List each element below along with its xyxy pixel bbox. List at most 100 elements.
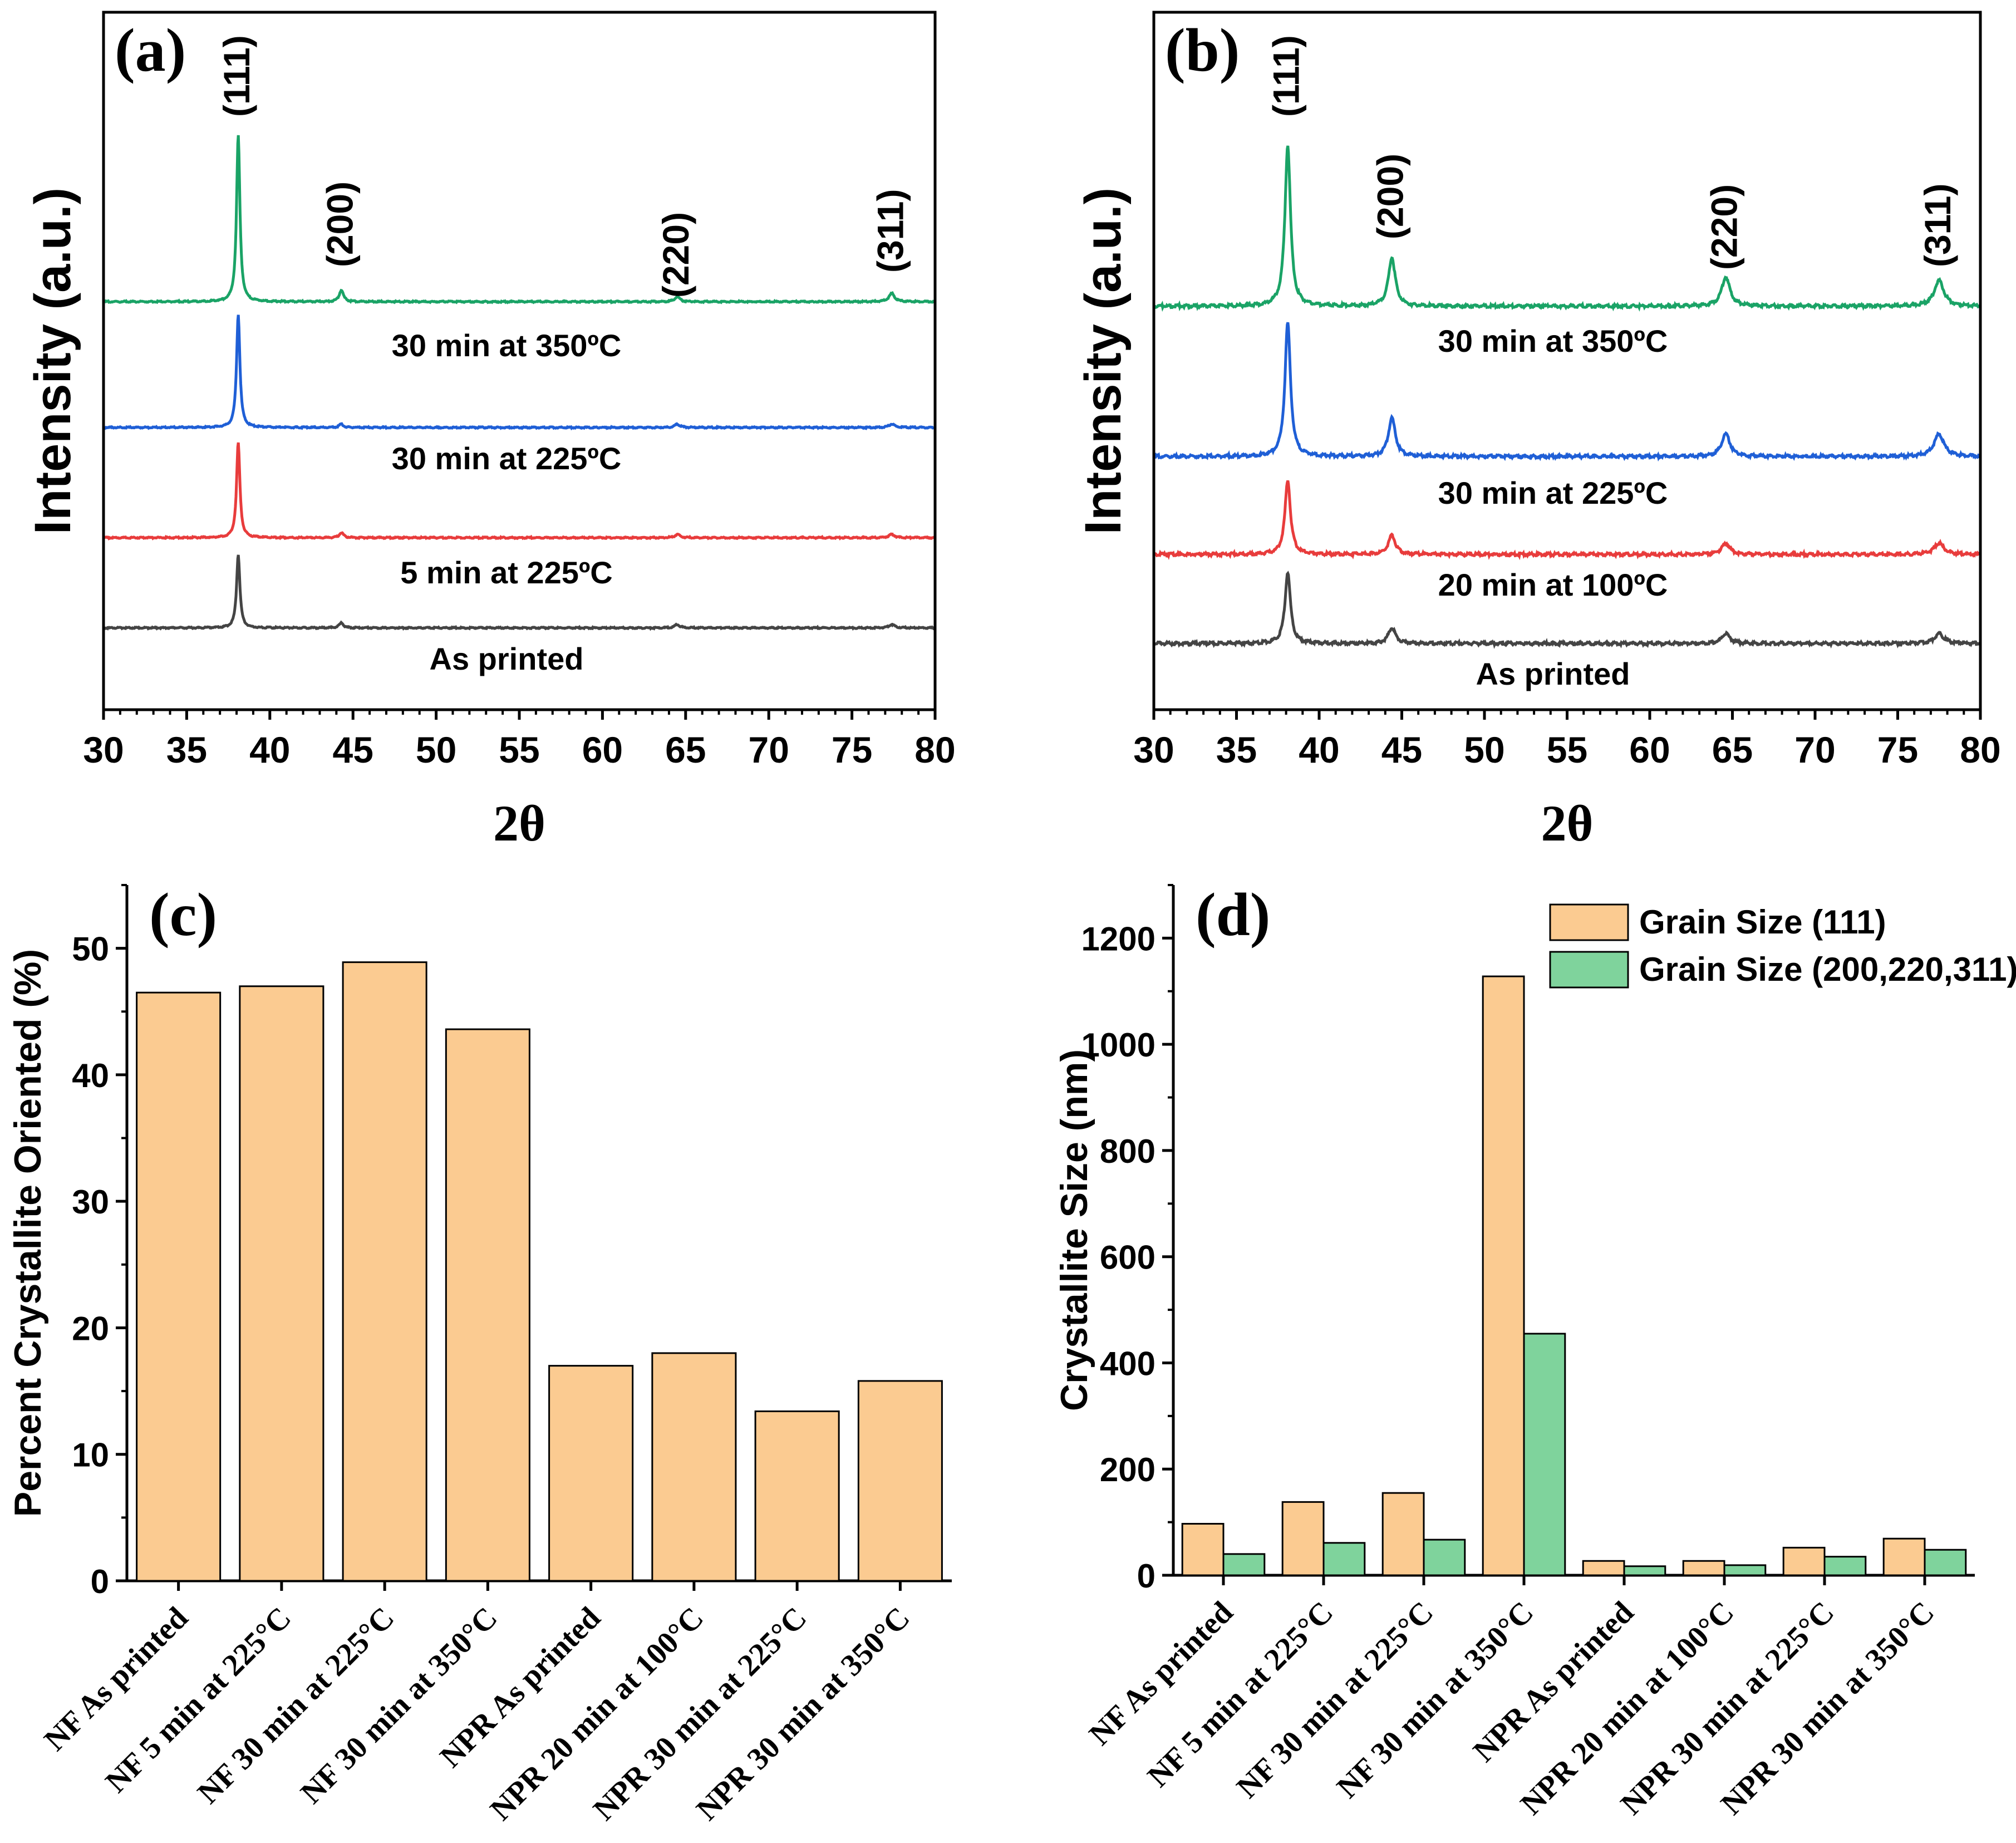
y-axis-title: Intensity (a.u.) [1075, 188, 1132, 535]
y-tick-label: 0 [1137, 1557, 1155, 1595]
category-label: NF 30 min at 225°C [1230, 1595, 1440, 1805]
panel-label: (c) [149, 881, 217, 948]
bar-grain-other [1924, 1549, 1967, 1576]
series-label: 5 min at 225ºC [400, 555, 613, 590]
x-tick-label: 65 [665, 729, 706, 770]
xrd-panel-b: As printed 20 min at 100ºC 30 min at 225ºC… [1075, 11, 2001, 852]
peak-label: (220) [1704, 184, 1745, 270]
xrd-panel-a: As printed 5 min at 225ºC 30 min at 225ºC 3… [24, 11, 956, 852]
bar-panel-d: 0 200 400 600 800 1000 1200 Grain Size (111) Gra… [1053, 881, 2016, 1822]
bar-grain-111 [1482, 975, 1525, 1576]
x-tick-label: 45 [332, 729, 373, 770]
series-label: As printed [430, 641, 584, 676]
category-label: NF 30 min at 225°C [191, 1600, 401, 1810]
x-tick-label: 70 [1794, 729, 1835, 770]
legend-label: Grain Size (111) [1639, 903, 1886, 941]
y-tick-label: 400 [1100, 1345, 1155, 1382]
y-tick-label: 1200 [1081, 920, 1155, 957]
bar-grain-other [1823, 1556, 1867, 1576]
peak-label: (200) [1370, 154, 1411, 239]
x-tick-label: 75 [832, 729, 872, 770]
series-label: 20 min at 100ºC [1438, 567, 1668, 602]
x-tick-label: 55 [499, 729, 539, 770]
xrd-series-line [1153, 480, 1981, 561]
xrd-series-line [1153, 571, 1981, 649]
bar [857, 1380, 943, 1582]
y-tick-label: 10 [72, 1437, 109, 1474]
bar-grain-111 [1682, 1560, 1725, 1576]
x-tick-label: 35 [1216, 729, 1257, 770]
xrd-series-line [102, 442, 935, 541]
bar-grain-111 [1582, 1560, 1625, 1576]
peak-label: (111) [1266, 35, 1307, 117]
bar-grain-other [1322, 1542, 1366, 1576]
series-label: As printed [1476, 656, 1630, 691]
y-tick-label: 1000 [1081, 1026, 1155, 1064]
bar-grain-111 [1381, 1492, 1425, 1576]
y-tick-label: 600 [1100, 1239, 1155, 1276]
category-label: NF 5 min at 225°C [99, 1600, 298, 1799]
x-tick-label: 40 [1299, 729, 1339, 770]
bar-grain-111 [1882, 1537, 1926, 1576]
x-tick-label: 50 [1464, 729, 1504, 770]
x-tick-label: 60 [582, 729, 623, 770]
panel-label: (a) [115, 16, 186, 84]
x-tick-label: 55 [1547, 729, 1587, 770]
series-label: 30 min at 350ºC [392, 328, 622, 363]
legend-swatch [1549, 951, 1629, 989]
bar [754, 1410, 840, 1582]
panel-label: (b) [1165, 16, 1240, 84]
y-tick-label: 800 [1100, 1133, 1155, 1170]
bar [136, 991, 222, 1582]
category-label: NF 30 min at 350°C [294, 1600, 504, 1810]
bar [342, 961, 427, 1582]
xrd-series-line [103, 554, 936, 631]
panel-label: (d) [1196, 881, 1270, 948]
peak-label: (220) [655, 212, 696, 298]
series-label: 30 min at 225ºC [392, 441, 622, 476]
x-tick-label: 80 [914, 729, 955, 770]
bar-grain-111 [1782, 1546, 1826, 1576]
x-tick-label: 35 [166, 729, 207, 770]
y-tick-label: 50 [72, 931, 109, 968]
x-tick-label: 30 [1133, 729, 1174, 770]
x-axis-title: 2θ [493, 795, 545, 852]
bar-grain-other [1723, 1564, 1767, 1576]
bar-grain-111 [1181, 1522, 1225, 1576]
xrd-series-line [1153, 145, 1981, 312]
x-tick-label: 75 [1877, 729, 1918, 770]
x-axis-title: 2θ [1541, 795, 1593, 852]
bar-grain-111 [1281, 1501, 1325, 1576]
bar [239, 985, 324, 1582]
bar-grain-other [1623, 1565, 1666, 1576]
xrd-series-line [103, 135, 936, 304]
series-label: 30 min at 350ºC [1438, 323, 1668, 358]
peak-label: (311) [869, 189, 911, 273]
legend-label: Grain Size (200,220,311) [1639, 951, 2016, 988]
x-tick-label: 70 [748, 729, 789, 770]
y-axis-title: Percent Crystallite Oriented (%) [7, 949, 49, 1517]
y-tick-label: 30 [72, 1183, 109, 1221]
y-axis-title: Crystallite Size (nm) [1053, 1049, 1095, 1411]
bar-grain-other [1423, 1539, 1466, 1576]
y-axis-title: Intensity (a.u.) [24, 188, 81, 535]
bar-grain-other [1523, 1333, 1566, 1576]
y-tick-label: 20 [72, 1310, 109, 1347]
y-tick-label: 40 [72, 1057, 109, 1094]
x-tick-label: 40 [249, 729, 290, 770]
bar [651, 1352, 737, 1582]
bar-grain-other [1222, 1553, 1266, 1576]
legend-swatch [1549, 903, 1629, 941]
x-tick-label: 30 [83, 729, 124, 770]
peak-label: (200) [319, 181, 360, 267]
category-label: NF 30 min at 350°C [1330, 1595, 1540, 1805]
series-label: 30 min at 225ºC [1438, 475, 1668, 510]
peak-label: (311) [1917, 184, 1958, 267]
x-tick-label: 50 [416, 729, 456, 770]
x-tick-label: 65 [1712, 729, 1753, 770]
y-tick-label: 200 [1100, 1451, 1155, 1488]
category-label: NF 5 min at 225°C [1141, 1595, 1340, 1793]
x-tick-label: 80 [1960, 729, 2000, 770]
